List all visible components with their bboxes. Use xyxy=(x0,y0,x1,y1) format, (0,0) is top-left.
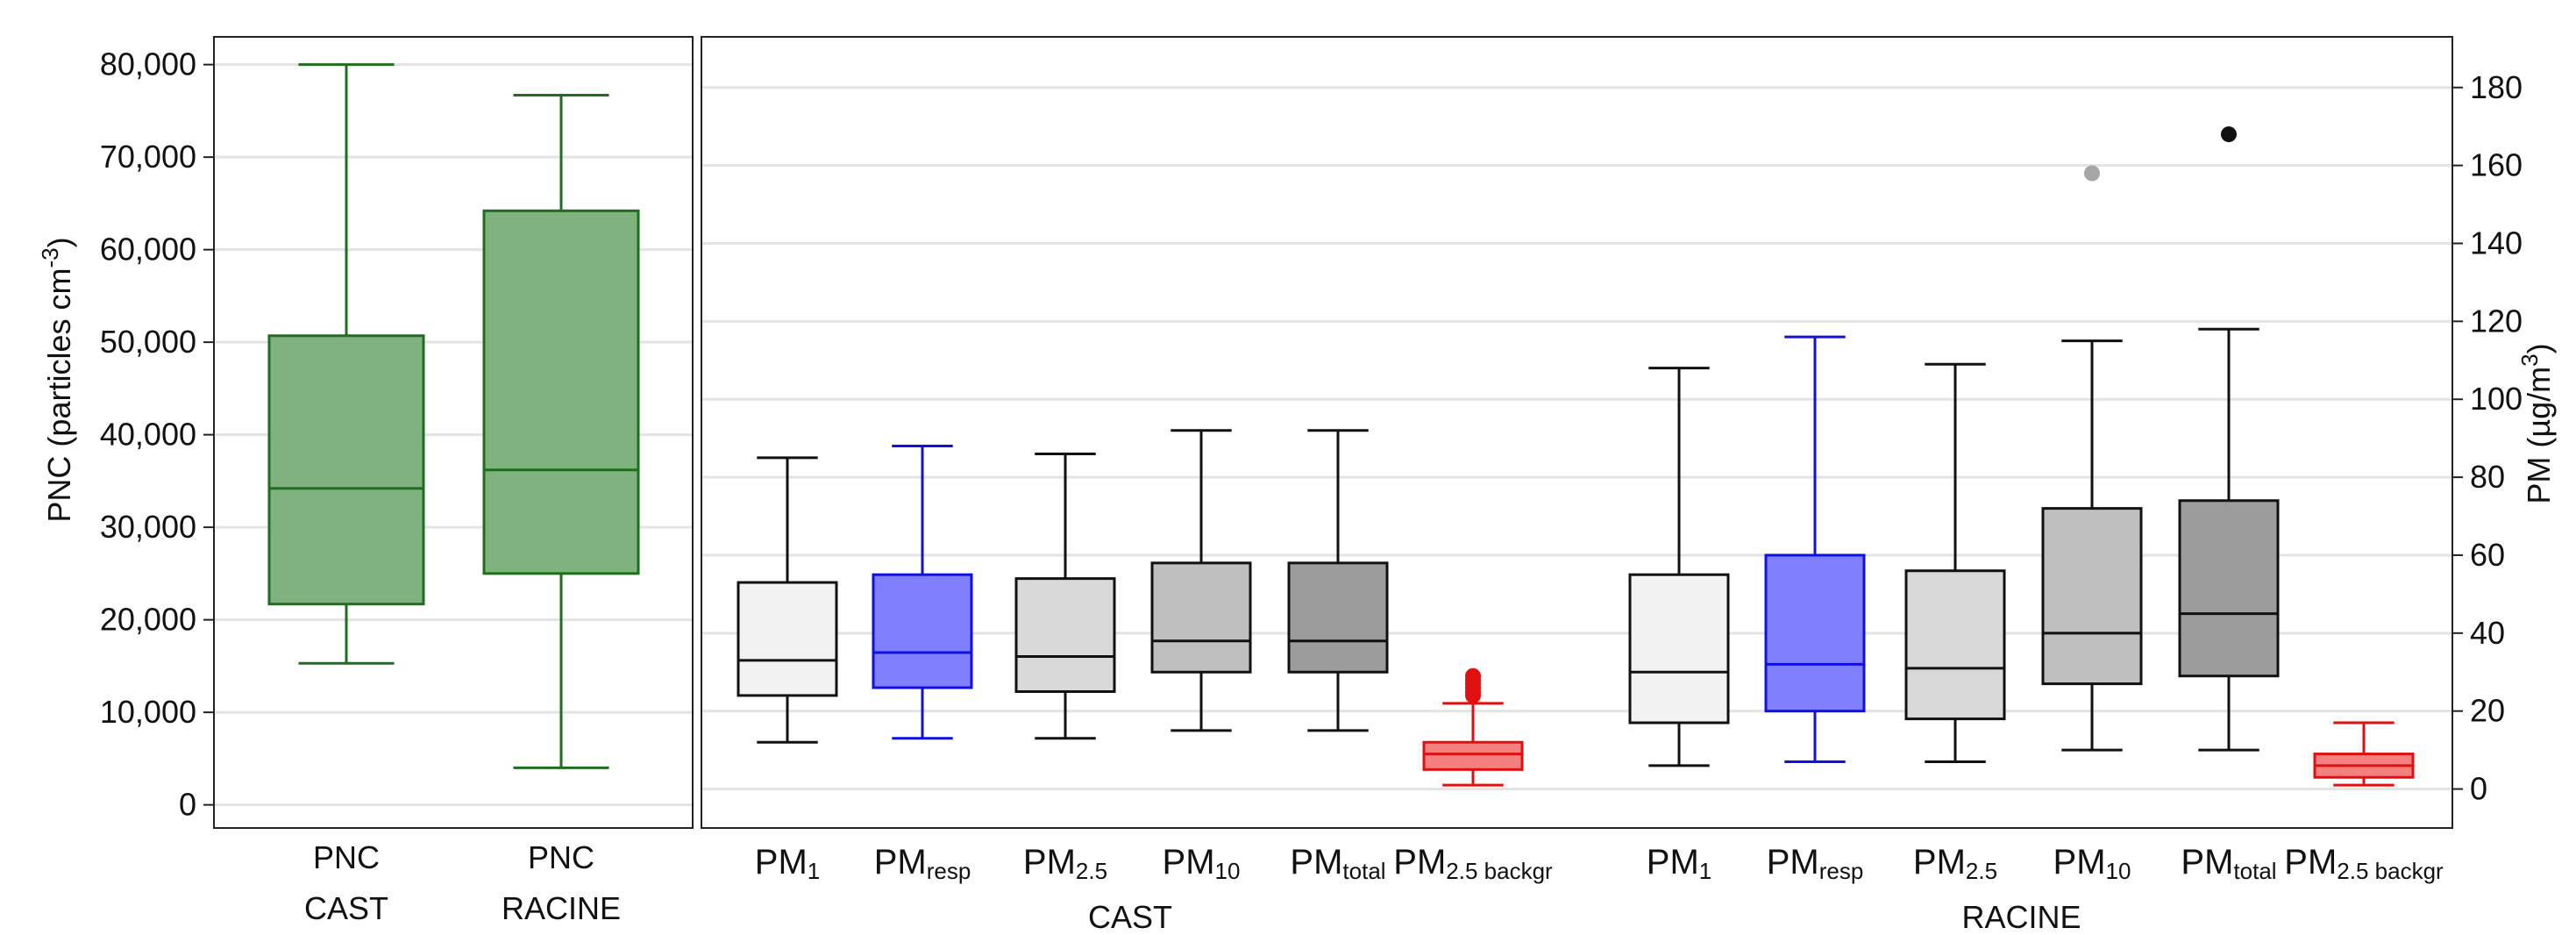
pm-y-tick-label: 120 xyxy=(2470,303,2523,339)
pm-box-9-group xyxy=(1904,362,2006,763)
pm-category-label: PM10 xyxy=(2053,843,2131,884)
pm-y-axis-label: PM (µg/m3) xyxy=(2516,343,2557,503)
pnc-y-tick-label: 50,000 xyxy=(100,324,196,360)
pm-category-label: PM2.5 backgr xyxy=(1393,843,1553,884)
pm-box-11-group xyxy=(2178,126,2280,752)
pnc-y-tick-label: 80,000 xyxy=(100,46,196,82)
pm-box-11-outlier xyxy=(2221,126,2237,143)
pm-box-10-iqr-box xyxy=(2041,507,2143,686)
pm-y-tick-label: 40 xyxy=(2470,615,2505,651)
pm-category-label: PMtotal xyxy=(1290,843,1385,884)
pm-category-label: PMresp xyxy=(874,843,971,884)
pm-box-8-iqr-box xyxy=(1764,553,1866,713)
pnc-y-axis-label: PNC (particles cm-3) xyxy=(37,237,77,522)
pm-category-label: PM10 xyxy=(1163,843,1241,884)
pm-box-6-outlier xyxy=(1465,667,1481,684)
pm-y-tick-label: 180 xyxy=(2470,69,2523,105)
pnc-category-label-line2: CAST xyxy=(304,890,388,926)
pm-box-2-iqr-box xyxy=(872,573,973,689)
pm-box-6-group xyxy=(1422,667,1524,787)
pm-box-3-group xyxy=(1014,452,1116,740)
pm-box-10-group xyxy=(2041,165,2143,752)
pm-y-tick-label: 100 xyxy=(2470,381,2523,417)
pm-box-1-iqr-box xyxy=(737,581,838,697)
pnc-box-1-group xyxy=(267,63,425,665)
pnc-y-tick-label: 20,000 xyxy=(100,602,196,638)
pm-y-tick-label: 80 xyxy=(2470,459,2505,495)
pm-box-9-iqr-box xyxy=(1904,569,2006,721)
pnc-category-label-line2: RACINE xyxy=(502,890,621,926)
pm-plot-frame xyxy=(701,36,2453,829)
pnc-y-tick-label: 30,000 xyxy=(100,509,196,545)
pm-category-label: PMresp xyxy=(1767,843,1864,884)
pm-y-tick-label: 160 xyxy=(2470,147,2523,183)
pm-y-tick-label: 0 xyxy=(2470,771,2487,807)
pm-box-5-group xyxy=(1287,429,1389,732)
pm-panel: 0 20 40 60 80 100 120 140 160 180 PM (µg/m3) PM1 PMr… xyxy=(701,36,2557,935)
pnc-y-tick-label: 60,000 xyxy=(100,232,196,268)
pm-box-2-group xyxy=(872,445,973,740)
pm-y-tick-label: 140 xyxy=(2470,225,2523,261)
pm-category-label: PM2.5 xyxy=(1023,843,1107,884)
pnc-category-label-line1: PNC xyxy=(313,839,380,875)
pm-box-12-group xyxy=(2313,721,2415,787)
pm-category-label: PMtotal xyxy=(2181,843,2276,884)
pnc-y-tick-label: 0 xyxy=(179,787,196,823)
pm-box-8-group xyxy=(1764,335,1866,763)
pnc-y-tick-label: 70,000 xyxy=(100,139,196,175)
pnc-plot-frame xyxy=(213,36,694,829)
pm-box-10-outlier xyxy=(2084,165,2100,182)
pm-box-6-iqr-box xyxy=(1422,740,1524,771)
pnc-category-label-line1: PNC xyxy=(528,839,594,875)
pm-box-4-iqr-box xyxy=(1150,561,1252,674)
pnc-y-tick-label: 10,000 xyxy=(100,694,196,730)
pm-box-4-group xyxy=(1150,429,1252,732)
pm-y-tick-label: 60 xyxy=(2470,537,2505,573)
pm-y-tick-label: 20 xyxy=(2470,693,2505,729)
pm-box-1-group xyxy=(737,456,838,744)
pm-category-label: PM1 xyxy=(1647,843,1711,884)
pnc-box-2-iqr-box xyxy=(482,209,640,575)
pm-group-label: CAST xyxy=(1088,899,1172,931)
pnc-box-1-iqr-box xyxy=(267,334,425,606)
pm-box-7-group xyxy=(1628,367,1730,767)
pnc-panel: 0 10,000 20,000 30,000 40,000 50,000 60,000 70,… xyxy=(37,36,694,926)
pm-box-11-iqr-box xyxy=(2178,499,2280,678)
pnc-box-2-group xyxy=(482,93,640,769)
pm-box-3-iqr-box xyxy=(1014,577,1116,693)
pm-box-5-iqr-box xyxy=(1287,561,1389,674)
pnc-y-tick-label: 40,000 xyxy=(100,417,196,453)
pm-category-label: PM2.5 xyxy=(1913,843,1997,884)
pm-category-label: PM1 xyxy=(755,843,820,884)
pm-group-label: RACINE xyxy=(1961,899,2081,931)
pm-category-label: PM2.5 backgr xyxy=(2284,843,2444,884)
pm-box-7-iqr-box xyxy=(1628,573,1730,724)
